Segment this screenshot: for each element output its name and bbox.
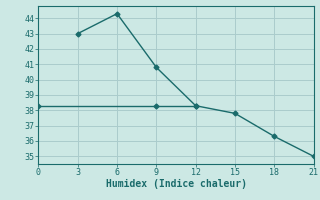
X-axis label: Humidex (Indice chaleur): Humidex (Indice chaleur) — [106, 179, 246, 189]
